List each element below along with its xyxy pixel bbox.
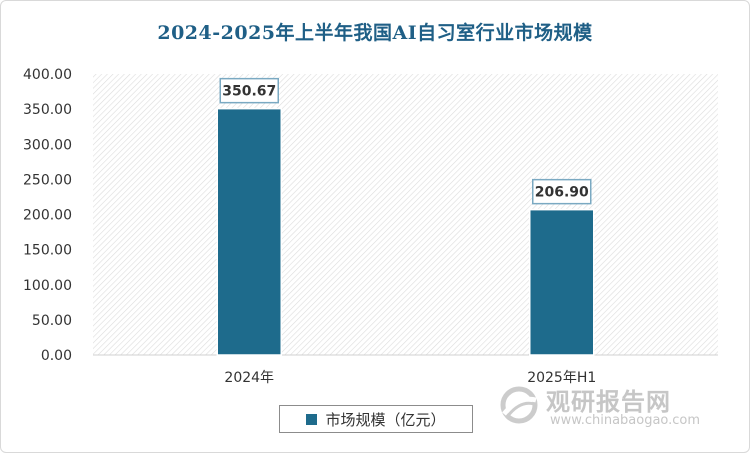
chart-legend: 市场规模（亿元） bbox=[279, 405, 473, 433]
watermark: 观研报告网 www.chinabaogao.com bbox=[498, 380, 738, 435]
y-tick-label: 400.00 bbox=[23, 67, 72, 83]
data-label-box bbox=[219, 77, 279, 104]
watermark-name: 观研报告网 bbox=[546, 388, 671, 416]
legend-label: 市场规模（亿元） bbox=[325, 410, 446, 429]
y-tick-label: 100.00 bbox=[23, 278, 72, 294]
x-tick-label: 2024年 bbox=[224, 370, 274, 386]
y-tick-label: 0.00 bbox=[41, 348, 72, 364]
y-tick-label: 350.00 bbox=[23, 102, 72, 118]
watermark-url: www.chinabaogao.com bbox=[550, 413, 701, 428]
y-tick-label: 150.00 bbox=[23, 243, 72, 259]
y-tick-label: 250.00 bbox=[23, 172, 72, 188]
chart-title: 2024-2025年上半年我国AI自习室行业市场规模 bbox=[157, 22, 593, 44]
bar bbox=[529, 208, 595, 356]
x-tick-label: 2025年H1 bbox=[527, 370, 596, 386]
y-tick-label: 300.00 bbox=[23, 137, 72, 153]
legend-swatch bbox=[306, 413, 318, 425]
watermark-logo-icon bbox=[500, 386, 538, 424]
data-label-box bbox=[532, 178, 592, 205]
data-label: 350.67 bbox=[222, 84, 276, 100]
y-tick-label: 200.00 bbox=[23, 208, 72, 224]
plot-area bbox=[93, 74, 718, 355]
y-tick-label: 50.00 bbox=[32, 313, 72, 329]
data-label: 206.90 bbox=[535, 185, 589, 201]
bar bbox=[216, 107, 282, 356]
